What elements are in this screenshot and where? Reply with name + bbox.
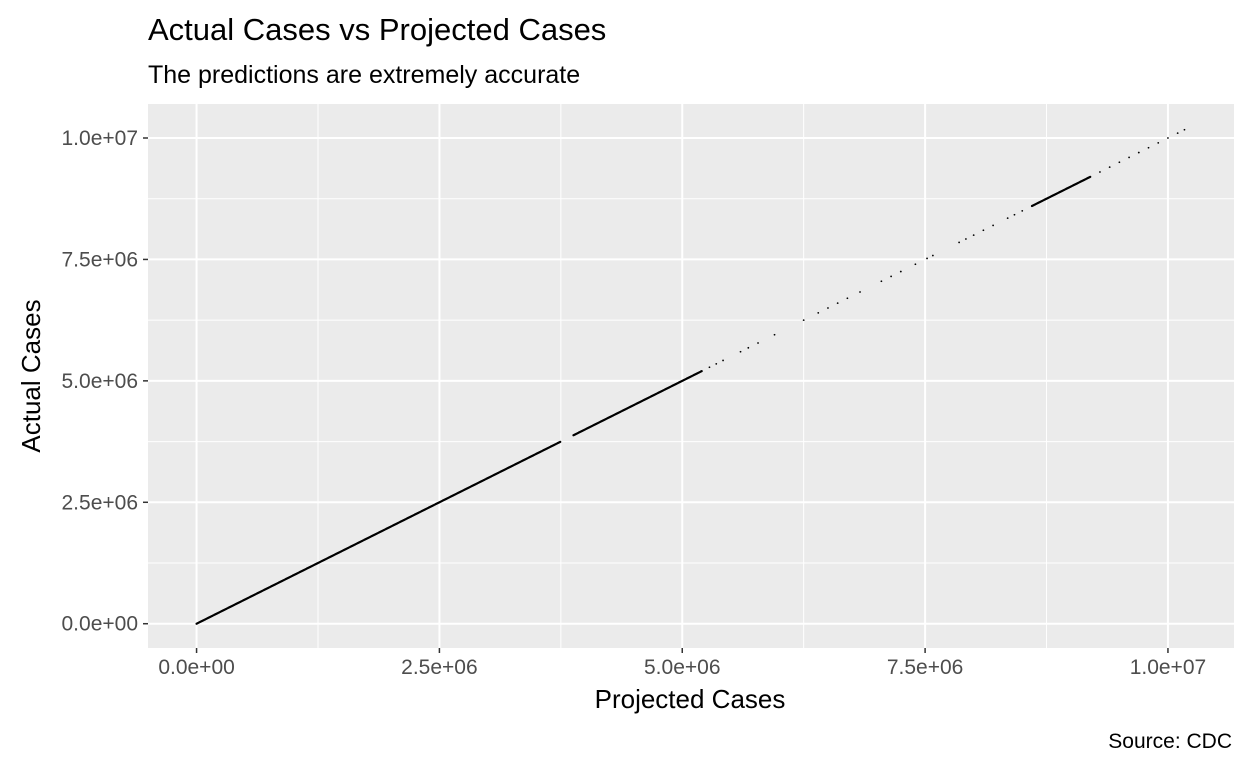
- data-point: [1137, 151, 1140, 154]
- data-points: [195, 128, 1186, 625]
- y-tick-label: 0.0e+00: [62, 613, 139, 636]
- data-point: [739, 350, 742, 353]
- source-caption: Source: CDC: [1108, 730, 1232, 753]
- data-point: [1128, 156, 1130, 159]
- x-tick-label: 2.5e+06: [401, 656, 478, 679]
- data-point: [747, 346, 750, 349]
- data-point: [1176, 132, 1179, 135]
- data-point: [757, 342, 759, 344]
- data-point: [722, 359, 724, 362]
- data-point: [1157, 141, 1160, 144]
- x-tick-label: 0.0e+00: [158, 656, 235, 679]
- data-point: [992, 224, 994, 227]
- data-point: [715, 362, 718, 365]
- data-point: [931, 254, 934, 257]
- data-point: [1183, 128, 1186, 131]
- data-point: [1108, 166, 1111, 169]
- data-point: [859, 291, 861, 293]
- chart-subtitle: The predictions are extremely accurate: [148, 61, 581, 89]
- data-point: [880, 280, 883, 283]
- data-point: [972, 234, 975, 237]
- grid-major: [148, 104, 1234, 648]
- data-point: [708, 366, 711, 369]
- data-point: [1167, 137, 1169, 139]
- data-point: [890, 275, 893, 278]
- data-point: [1118, 161, 1121, 164]
- x-axis-ticks: 0.0e+00 2.5e+06 5.0e+06 7.5e+06 1.0e+07: [158, 648, 1206, 679]
- data-point: [559, 440, 562, 443]
- grid-minor: [148, 104, 1234, 648]
- y-axis-title: Actual Cases: [16, 299, 46, 452]
- y-tick-label: 5.0e+06: [62, 370, 139, 393]
- data-point: [899, 270, 902, 273]
- data-point: [1021, 209, 1024, 212]
- y-tick-label: 7.5e+06: [62, 248, 139, 271]
- data-point: [926, 257, 928, 260]
- chart-title: Actual Cases vs Projected Cases: [148, 12, 607, 47]
- x-axis-title: Projected Cases: [595, 684, 786, 714]
- y-tick-label: 2.5e+06: [62, 491, 139, 514]
- data-point: [700, 370, 703, 373]
- y-tick-label: 1.0e+07: [62, 127, 139, 150]
- data-point: [846, 297, 849, 300]
- data-point: [1006, 217, 1009, 220]
- data-point: [958, 241, 961, 244]
- data-point: [914, 263, 917, 266]
- data-point: [1099, 171, 1101, 173]
- data-point: [1089, 175, 1092, 178]
- x-tick-label: 1.0e+07: [1130, 656, 1207, 679]
- data-point: [827, 307, 829, 309]
- data-point: [773, 333, 776, 336]
- data-point: [1147, 146, 1150, 149]
- data-point: [964, 238, 967, 240]
- data-point: [982, 229, 985, 232]
- data-point: [836, 302, 839, 305]
- x-tick-label: 7.5e+06: [887, 656, 964, 679]
- y-axis-ticks: 0.0e+00 2.5e+06 5.0e+06 7.5e+06 1.0e+07: [62, 127, 148, 636]
- data-point: [1013, 213, 1016, 216]
- data-point: [817, 311, 820, 314]
- data-point: [802, 319, 805, 322]
- x-tick-label: 5.0e+06: [644, 656, 721, 679]
